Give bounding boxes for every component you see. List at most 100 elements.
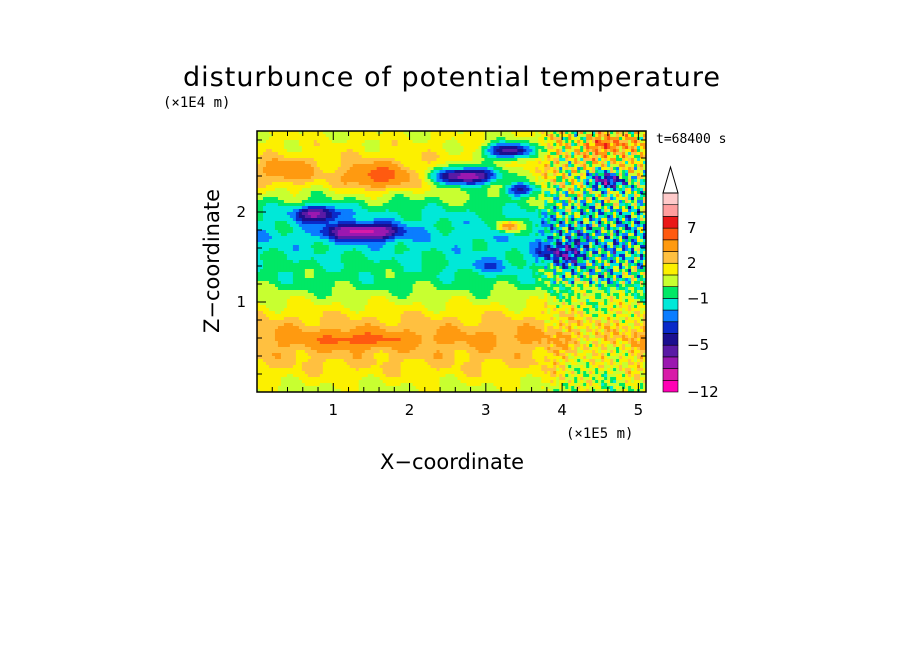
heatmap-cell <box>259 158 264 162</box>
heatmap-cell <box>526 227 530 231</box>
heatmap-cell <box>574 191 578 195</box>
heatmap-cell <box>625 212 629 216</box>
heatmap-cell <box>379 146 384 150</box>
heatmap-cell <box>352 218 357 222</box>
heatmap-cell <box>304 215 309 219</box>
heatmap-cell <box>349 146 354 150</box>
heatmap-cell <box>307 158 312 162</box>
heatmap-cell <box>364 242 369 246</box>
heatmap-cell <box>472 197 477 201</box>
heatmap-cell <box>469 161 474 165</box>
heatmap-cell <box>295 146 300 150</box>
heatmap-cell <box>424 137 429 141</box>
heatmap-cell <box>493 149 497 153</box>
heatmap-cell <box>553 227 557 231</box>
heatmap-cell <box>367 218 372 222</box>
heatmap-cell <box>595 140 599 144</box>
heatmap-cell <box>553 182 557 186</box>
heatmap-cell <box>643 170 646 174</box>
heatmap-cell <box>604 176 608 180</box>
heatmap-cell <box>607 146 611 150</box>
heatmap-cell <box>346 137 351 141</box>
heatmap-cell <box>382 191 387 195</box>
heatmap-cell <box>316 173 321 177</box>
heatmap-cell <box>607 212 611 216</box>
heatmap-cell <box>526 200 530 204</box>
heatmap-cell <box>307 206 312 210</box>
heatmap-cell <box>493 239 497 243</box>
heatmap-cell <box>628 164 632 168</box>
heatmap-cell <box>595 230 599 234</box>
heatmap-cell <box>457 158 462 162</box>
heatmap-cell <box>277 155 282 159</box>
heatmap-cell <box>616 137 620 141</box>
heatmap-cell <box>322 131 327 135</box>
heatmap-cell <box>307 197 312 201</box>
heatmap-cell <box>400 212 405 216</box>
heatmap-cell <box>340 176 345 180</box>
heatmap-cell <box>436 206 441 210</box>
heatmap-cell <box>469 197 474 201</box>
heatmap-cell <box>280 179 285 183</box>
heatmap-cell <box>607 197 611 201</box>
heatmap-cell <box>445 221 450 225</box>
heatmap-cell <box>370 209 375 213</box>
heatmap-cell <box>457 143 462 147</box>
heatmap-cell <box>355 155 360 159</box>
heatmap-cell <box>496 182 500 186</box>
heatmap-cell <box>421 176 426 180</box>
heatmap-cell <box>283 170 288 174</box>
heatmap-cell <box>283 131 288 135</box>
heatmap-cell <box>394 203 399 207</box>
heatmap-cell <box>445 134 450 138</box>
heatmap-cell <box>382 230 387 234</box>
heatmap-cell <box>484 185 489 189</box>
heatmap-cell <box>343 236 348 240</box>
heatmap-cell <box>460 224 465 228</box>
heatmap-cell <box>406 242 411 246</box>
heatmap-cell <box>451 200 456 204</box>
heatmap-cell <box>634 242 638 246</box>
heatmap-cell <box>559 158 563 162</box>
heatmap-cell <box>517 158 521 162</box>
heatmap-cell <box>310 200 315 204</box>
heatmap-cell <box>400 146 405 150</box>
heatmap-cell <box>301 155 306 159</box>
heatmap-cell <box>532 149 536 153</box>
heatmap-cell <box>436 209 441 213</box>
heatmap-cell <box>409 131 414 135</box>
heatmap-cell <box>496 191 500 195</box>
heatmap-cell <box>502 146 506 150</box>
heatmap-cell <box>391 224 396 228</box>
heatmap-cell <box>439 185 444 189</box>
heatmap-cell <box>310 137 315 141</box>
heatmap-cell <box>352 206 357 210</box>
heatmap-cell <box>394 164 399 168</box>
heatmap-cell <box>526 149 530 153</box>
heatmap-cell <box>352 152 357 156</box>
heatmap-cell <box>640 149 644 153</box>
heatmap-cell <box>610 194 614 198</box>
heatmap-cell <box>367 149 372 153</box>
heatmap-cell <box>325 194 330 198</box>
heatmap-cell <box>502 173 506 177</box>
heatmap-cell <box>397 203 402 207</box>
heatmap-cell <box>319 197 324 201</box>
heatmap-cell <box>616 176 620 180</box>
heatmap-cell <box>325 233 330 237</box>
heatmap-cell <box>637 182 641 186</box>
heatmap-cell <box>358 200 363 204</box>
heatmap-cell <box>295 239 300 243</box>
heatmap-cell <box>613 227 617 231</box>
heatmap-cell <box>472 212 477 216</box>
heatmap-cell <box>529 221 533 225</box>
heatmap-cell <box>610 203 614 207</box>
heatmap-cell <box>257 194 261 198</box>
heatmap-cell <box>475 209 480 213</box>
heatmap-cell <box>325 197 330 201</box>
heatmap-cell <box>451 197 456 201</box>
heatmap-cell <box>415 146 420 150</box>
heatmap-cell <box>586 131 590 135</box>
heatmap-cell <box>376 173 381 177</box>
heatmap-cell <box>544 212 548 216</box>
